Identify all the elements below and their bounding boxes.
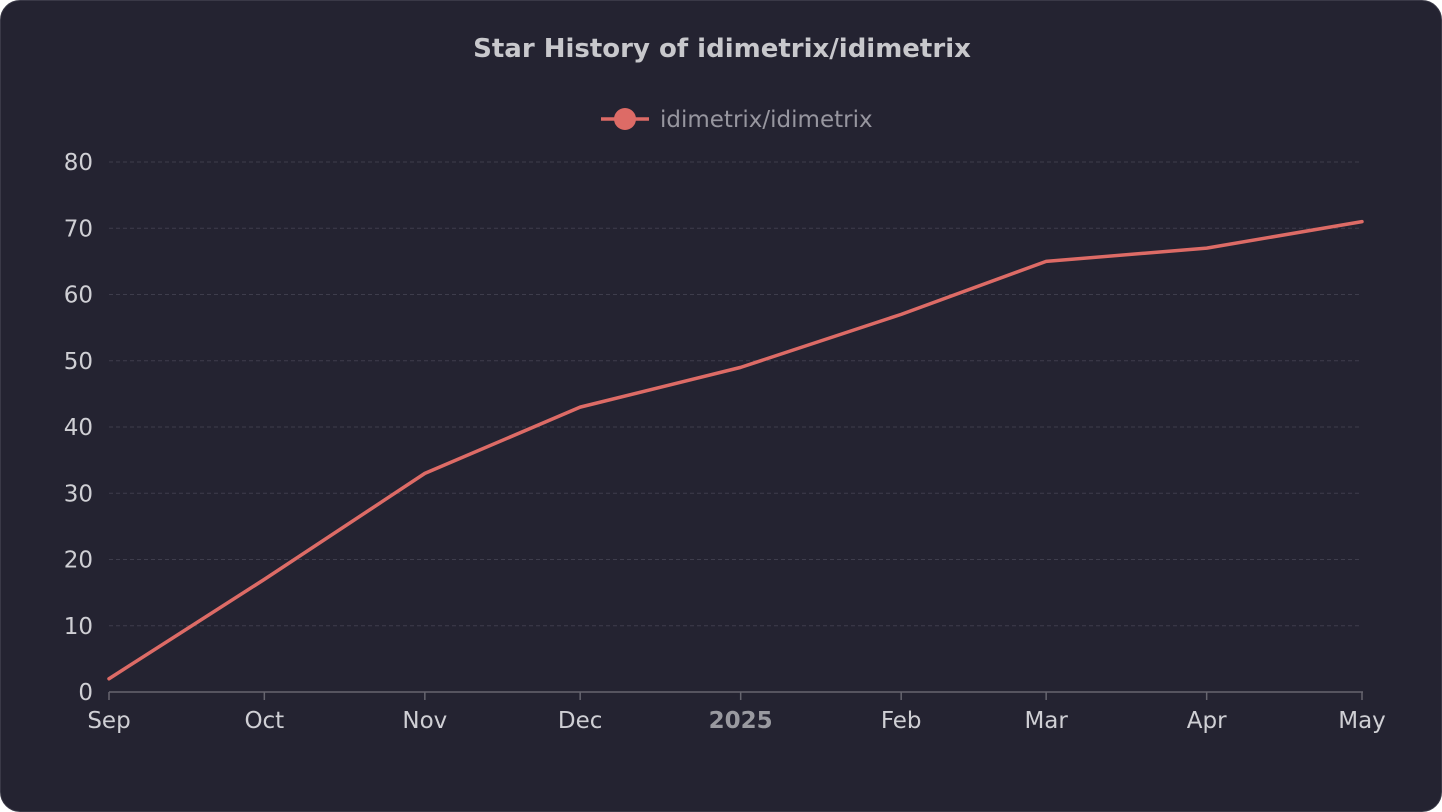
legend-marker: [614, 108, 636, 130]
grid-lines: [109, 161, 1362, 627]
x-tick-label-2025: 2025: [709, 708, 773, 734]
series-lines: [107, 219, 1364, 681]
x-tick-label-Apr: Apr: [1187, 708, 1227, 734]
x-tick-label-Sep: Sep: [87, 708, 130, 734]
y-tick-label-70: 70: [64, 216, 93, 242]
y-tick-label-10: 10: [64, 614, 93, 640]
y-axis-tick-labels: 0 10 20 30 40 50 60 70 80: [64, 150, 93, 706]
x-tick-label-Mar: Mar: [1024, 708, 1068, 734]
y-tick-label-40: 40: [64, 415, 93, 441]
x-tick-label-Feb: Feb: [881, 708, 922, 734]
y-tick-label-0: 0: [78, 680, 93, 706]
y-tick-label-30: 30: [64, 481, 93, 507]
y-tick-label-60: 60: [64, 283, 93, 309]
y-tick-label-50: 50: [64, 349, 93, 375]
x-tick-label-Oct: Oct: [244, 708, 284, 734]
legend-label: idimetrix/idimetrix: [660, 107, 873, 133]
y-tick-label-20: 20: [64, 548, 93, 574]
series-line-0: [107, 219, 1364, 681]
x-tick-label-Nov: Nov: [402, 708, 447, 734]
x-tick-label-May: May: [1338, 708, 1386, 734]
legend[interactable]: idimetrix/idimetrix: [601, 107, 873, 133]
chart-title: Star History of idimetrix/idimetrix: [473, 34, 971, 64]
x-axis: [108, 691, 1363, 700]
x-axis-tick-labels: Sep Oct Nov Dec 2025 Feb Mar Apr May: [87, 708, 1385, 734]
y-tick-label-80: 80: [64, 150, 93, 176]
x-tick-label-Dec: Dec: [558, 708, 603, 734]
